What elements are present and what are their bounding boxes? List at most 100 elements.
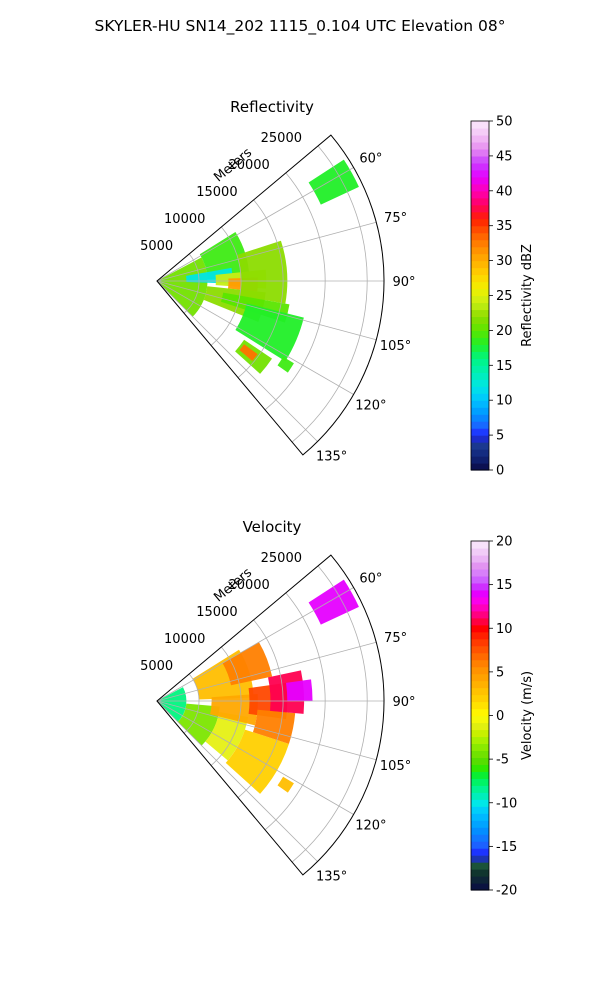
colorbar-segment xyxy=(471,155,489,164)
colorbar-tick-label: 20 xyxy=(496,535,513,550)
theta-tick-label: 75° xyxy=(384,631,407,646)
colorbar-segment xyxy=(471,617,489,626)
r-tick-label: 10000 xyxy=(164,632,205,647)
panel-title: Reflectivity xyxy=(230,98,314,116)
colorbar-segment xyxy=(471,421,489,429)
colorbar-segment xyxy=(471,750,489,758)
colorbar-segment xyxy=(471,162,489,171)
colorbar-segment xyxy=(471,771,489,779)
r-tick-label: 5000 xyxy=(140,659,173,674)
r-tick-label: 10000 xyxy=(164,212,205,227)
colorbar-segment xyxy=(471,764,489,772)
colorbar-segment xyxy=(471,316,489,325)
colorbar-segment xyxy=(471,218,489,227)
data-region xyxy=(268,670,305,714)
colorbar-segment xyxy=(471,862,489,870)
data-region xyxy=(222,642,273,686)
colorbar-segment xyxy=(471,541,489,549)
colorbar-tick-label: 15 xyxy=(496,359,513,374)
velocity-panel: 60° 75° 90° 105° 120° 135° 5000 10000 15000 20000… xyxy=(140,518,415,885)
colorbar-tick-label: 25 xyxy=(496,289,513,304)
colorbar-segment xyxy=(471,295,489,304)
colorbar-segment xyxy=(471,386,489,394)
theta-gridline xyxy=(156,221,377,282)
colorbar-segment xyxy=(471,848,489,856)
colorbar-segment xyxy=(471,260,489,269)
colorbar-segment xyxy=(471,596,489,605)
colorbar-segment xyxy=(471,302,489,311)
colorbar-segment xyxy=(471,225,489,234)
theta-gridline xyxy=(156,280,354,395)
colorbar-tick-label: 10 xyxy=(496,394,513,409)
colorbar-segment xyxy=(471,638,489,647)
r-gridline xyxy=(264,172,326,411)
colorbar-segment xyxy=(471,687,489,696)
colorbar-segment xyxy=(471,645,489,654)
colorbar-segment xyxy=(471,428,489,436)
r-gridline xyxy=(210,226,242,346)
colorbar-segment xyxy=(471,344,489,352)
theta-tick-label: 60° xyxy=(359,152,382,167)
colorbar-tick-label: 30 xyxy=(496,254,513,269)
colorbar-segment xyxy=(471,813,489,821)
theta-tick-label: 75° xyxy=(384,211,407,226)
sector-outline xyxy=(156,554,385,876)
data-region xyxy=(158,257,208,317)
r-tick-label: 25000 xyxy=(261,551,302,566)
colorbar-segment xyxy=(471,435,489,443)
theta-tick-label: 105° xyxy=(380,759,411,774)
colorbar-segment xyxy=(471,729,489,738)
reflectivity-colorbar: 0 5 10 15 20 25 30 35 40 45 50 Reflectivity dBZ xyxy=(470,115,535,479)
data-region xyxy=(235,303,304,362)
r-tick-label: 25000 xyxy=(261,131,302,146)
colorbar-segment xyxy=(471,358,489,366)
colorbar-segment xyxy=(471,631,489,640)
theta-gridline xyxy=(156,700,318,862)
colorbar-segment xyxy=(471,652,489,661)
theta-tick-label: 90° xyxy=(392,695,415,710)
data-region xyxy=(277,776,294,793)
data-region xyxy=(199,231,250,280)
colorbar-segment xyxy=(471,876,489,884)
colorbar-tick-label: 35 xyxy=(496,219,513,234)
data-region xyxy=(308,159,359,205)
r-gridline xyxy=(210,646,242,766)
panel-title: Velocity xyxy=(243,518,302,536)
colorbar-segment xyxy=(471,561,489,570)
theta-gridline xyxy=(156,280,318,442)
colorbar-label: Reflectivity dBZ xyxy=(520,244,535,347)
data-region xyxy=(277,356,294,373)
colorbar-segment xyxy=(471,414,489,422)
data-region xyxy=(308,579,359,625)
colorbar-tick-label: 40 xyxy=(496,184,513,199)
colorbar-segment xyxy=(471,820,489,828)
colorbar-segment xyxy=(471,743,489,751)
colorbar-segment xyxy=(471,785,489,793)
theta-tick-label: 60° xyxy=(359,572,382,587)
theta-tick-label: 135° xyxy=(316,450,347,465)
colorbar-tick-label: -5 xyxy=(496,753,509,768)
colorbar-tick-label: -20 xyxy=(496,884,517,899)
colorbar-segment xyxy=(471,666,489,675)
colorbar-segment xyxy=(471,393,489,401)
colorbar-tick-label: -15 xyxy=(496,840,517,855)
colorbar-segment xyxy=(471,792,489,800)
theta-tick-label: 90° xyxy=(392,275,415,290)
colorbar-tick-label: 0 xyxy=(496,709,504,724)
sector-outline xyxy=(156,134,385,456)
figure-suptitle: SKYLER-HU SN14_202 1115_0.104 UTC Elevat… xyxy=(95,17,506,36)
theta-gridline xyxy=(156,700,354,815)
theta-tick-label: 120° xyxy=(355,819,386,834)
colorbar-segment xyxy=(471,694,489,703)
colorbar-segment xyxy=(471,883,489,891)
colorbar-segment xyxy=(471,547,489,556)
colorbar-segment xyxy=(471,589,489,598)
colorbar-segment xyxy=(471,449,489,457)
data-region xyxy=(239,344,258,361)
colorbar-segment xyxy=(471,246,489,255)
colorbar-tick-label: 0 xyxy=(496,464,504,479)
colorbar-segment xyxy=(471,211,489,220)
r-gridline xyxy=(291,145,368,443)
colorbar-segment xyxy=(471,778,489,786)
colorbar-segment xyxy=(471,288,489,297)
